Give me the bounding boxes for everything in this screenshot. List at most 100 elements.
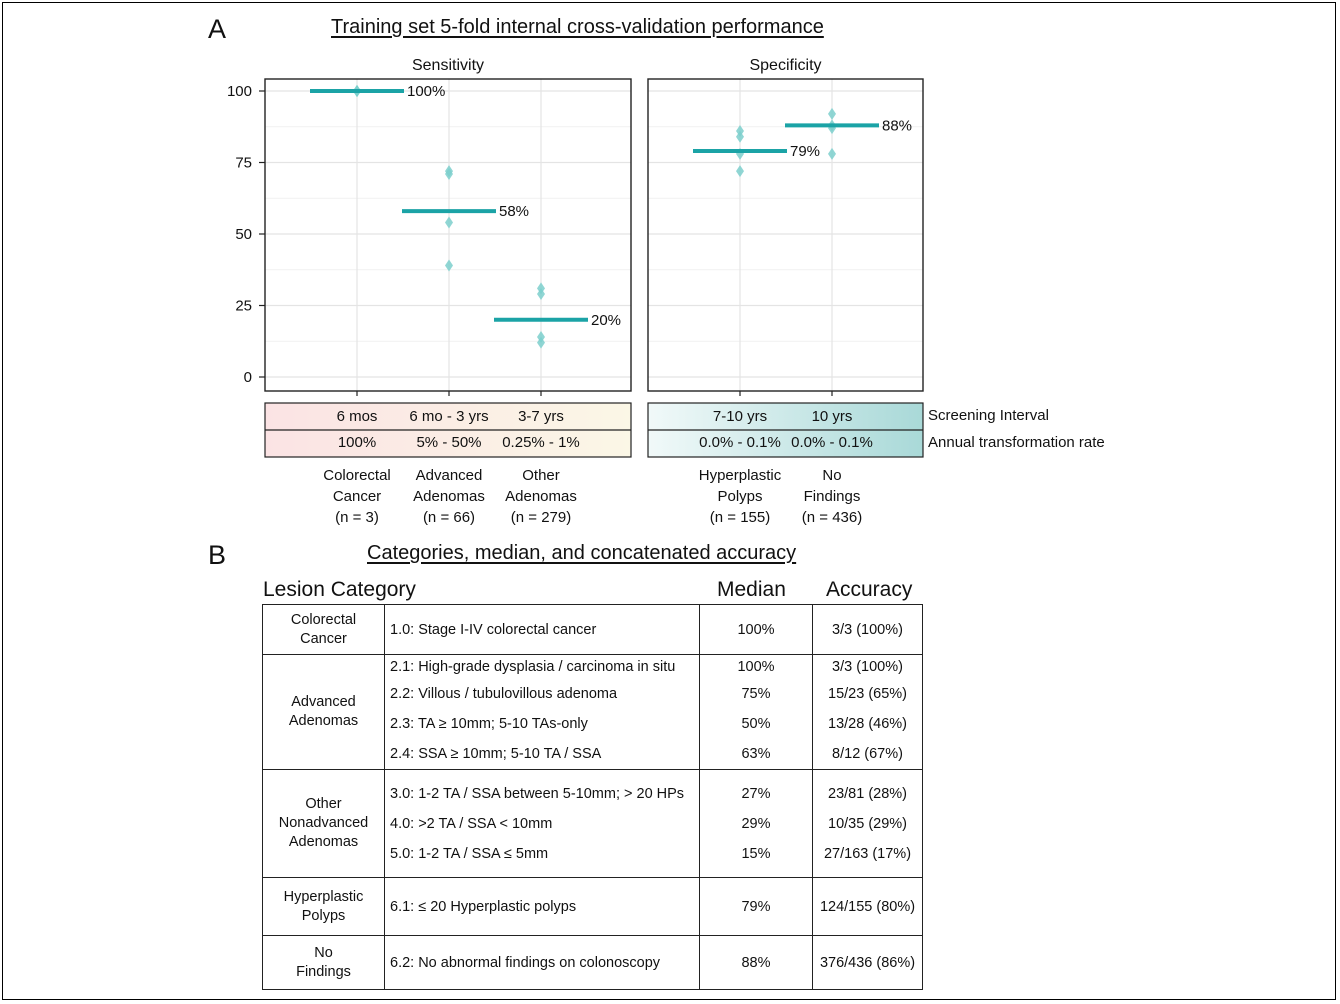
category-label: Polyps <box>717 488 762 505</box>
category-label: (n = 66) <box>423 509 475 526</box>
fold-point <box>445 216 453 229</box>
panel-b-title: Categories, median, and concatenated acc… <box>367 542 797 564</box>
category-label: Findings <box>804 488 861 505</box>
accuracy-value: 27/163 (17%) <box>823 845 912 862</box>
subcategory-text: 2.1: High-grade dysplasia / carcinoma in… <box>390 659 676 675</box>
category-line: Advanced <box>291 694 356 710</box>
header-accuracy: Accuracy <box>826 578 913 601</box>
fold-point <box>828 147 836 160</box>
transformation-rate-label: Annual transformation rate <box>928 434 1105 451</box>
plot-border <box>647 78 924 392</box>
category-line: No <box>314 944 333 961</box>
header-lesion-category: Lesion Category <box>263 578 416 601</box>
accuracy-value: 124/155 (80%) <box>819 898 916 915</box>
accuracy-cell: 3/3 (100%) 15/23 (65%) 13/28 (46%) 8/12 … <box>812 654 923 770</box>
category-line: Polyps <box>301 907 346 924</box>
facet-title: Sensitivity <box>412 57 484 74</box>
fold-point <box>736 130 744 143</box>
median-label: 88% <box>882 117 912 134</box>
screening-interval-value: 7-10 yrs <box>713 408 767 425</box>
median-value: 15% <box>741 845 771 862</box>
median-label: 100% <box>407 83 445 100</box>
subcategory-cell: 1.0: Stage I-IV colorectal cancer <box>384 604 700 655</box>
subcategory-text: 1.0: Stage I-IV colorectal cancer <box>390 621 597 638</box>
subcategory-text: 4.0: >2 TA / SSA < 10mm <box>390 815 553 832</box>
category-label: (n = 436) <box>802 509 862 526</box>
subcategory-text: 6.1: ≤ 20 Hyperplastic polyps <box>390 898 577 915</box>
subcategory-text: 2.3: TA ≥ 10mm; 5-10 TAs-only <box>390 716 588 732</box>
category-cell: Colorectal Cancer <box>262 604 385 655</box>
median-cell: 88% <box>699 935 813 990</box>
table-row: Hyperplastic Polyps 6.1: ≤ 20 Hyperplast… <box>262 877 923 936</box>
median-value: 50% <box>741 716 771 732</box>
transformation-rate-value: 0.0% - 0.1% <box>699 434 781 451</box>
median-value: 29% <box>741 815 771 832</box>
table-row: Advanced Adenomas 2.1: High-grade dyspla… <box>262 654 923 770</box>
category-line: Other <box>305 796 342 812</box>
category-cell: Other Nonadvanced Adenomas <box>262 769 385 878</box>
transformation-rate-value: 5% - 50% <box>416 434 481 451</box>
category-label: (n = 279) <box>511 509 571 526</box>
median-label: 58% <box>499 203 529 220</box>
accuracy-cell: 124/155 (80%) <box>812 877 923 936</box>
table-row: No Findings 6.2: No abnormal findings on… <box>262 935 923 990</box>
lesion-category-table: Colorectal Cancer 1.0: Stage I-IV colore… <box>262 604 923 990</box>
plot-border <box>264 78 632 392</box>
transformation-rate-value: 0.0% - 0.1% <box>791 434 873 451</box>
y-tick-label: 75 <box>235 155 252 172</box>
panel-b-label: B <box>208 540 227 570</box>
category-label: Hyperplastic <box>699 467 782 484</box>
subcategory-text: 2.4: SSA ≥ 10mm; 5-10 TA / SSA <box>390 746 602 762</box>
category-line: Findings <box>296 963 351 980</box>
category-line: Adenomas <box>288 834 359 850</box>
median-value: 79% <box>741 898 771 915</box>
median-cell: 100% 75% 50% 63% <box>699 654 813 770</box>
table-row: Colorectal Cancer 1.0: Stage I-IV colore… <box>262 604 923 655</box>
subcategory-cell: 3.0: 1-2 TA / SSA between 5-10mm; > 20 H… <box>384 769 700 878</box>
y-tick-label: 0 <box>244 369 252 386</box>
category-label: Adenomas <box>413 488 485 505</box>
fold-point <box>445 167 453 180</box>
median-value: 27% <box>741 785 771 802</box>
fold-point <box>537 336 545 349</box>
category-label: Adenomas <box>505 488 577 505</box>
category-line: Hyperplastic <box>283 888 364 905</box>
accuracy-cell: 23/81 (28%) 10/35 (29%) 27/163 (17%) <box>812 769 923 878</box>
median-value: 100% <box>737 621 775 638</box>
category-cell: Hyperplastic Polyps <box>262 877 385 936</box>
screening-interval-value: 6 mo - 3 yrs <box>409 408 488 425</box>
median-value: 75% <box>741 686 771 702</box>
accuracy-value: 8/12 (67%) <box>832 746 903 762</box>
screening-interval-value: 6 mos <box>337 408 378 425</box>
subcategory-text: 5.0: 1-2 TA / SSA ≤ 5mm <box>390 845 549 862</box>
median-value: 100% <box>737 659 775 675</box>
subcategory-text: 6.2: No abnormal findings on colonoscopy <box>390 954 661 971</box>
accuracy-cell: 3/3 (100%) <box>812 604 923 655</box>
fold-point <box>828 107 836 120</box>
category-line: Adenomas <box>288 713 359 729</box>
median-label: 79% <box>790 143 820 160</box>
subcategory-text: 2.2: Villous / tubulovillous adenoma <box>390 686 618 702</box>
panel-a-title: Training set 5-fold internal cross-valid… <box>331 16 824 38</box>
category-label: Cancer <box>333 488 381 505</box>
accuracy-value: 15/23 (65%) <box>828 686 907 702</box>
category-cell: Advanced Adenomas <box>262 654 385 770</box>
screening-interval-value: 3-7 yrs <box>518 408 564 425</box>
accuracy-value: 3/3 (100%) <box>832 659 903 675</box>
fold-point <box>736 165 744 178</box>
category-label: (n = 3) <box>335 509 379 526</box>
transformation-rate-value: 0.25% - 1% <box>502 434 580 451</box>
category-label: Advanced <box>416 467 483 484</box>
accuracy-cell: 376/436 (86%) <box>812 935 923 990</box>
y-tick-label: 100 <box>227 83 252 100</box>
median-cell: 27% 29% 15% <box>699 769 813 878</box>
accuracy-value: 13/28 (46%) <box>828 716 907 732</box>
median-cell: 100% <box>699 604 813 655</box>
median-label: 20% <box>591 312 621 329</box>
transformation-rate-value: 100% <box>338 434 376 451</box>
facet-title: Specificity <box>749 57 821 74</box>
subcategory-cell: 6.1: ≤ 20 Hyperplastic polyps <box>384 877 700 936</box>
screening-interval-value: 10 yrs <box>812 408 853 425</box>
accuracy-value: 376/436 (86%) <box>819 954 916 971</box>
cv-performance-chart: Sensitivity 100% 58% 20% Specificity 79% 88% 0 2… <box>227 57 1105 526</box>
